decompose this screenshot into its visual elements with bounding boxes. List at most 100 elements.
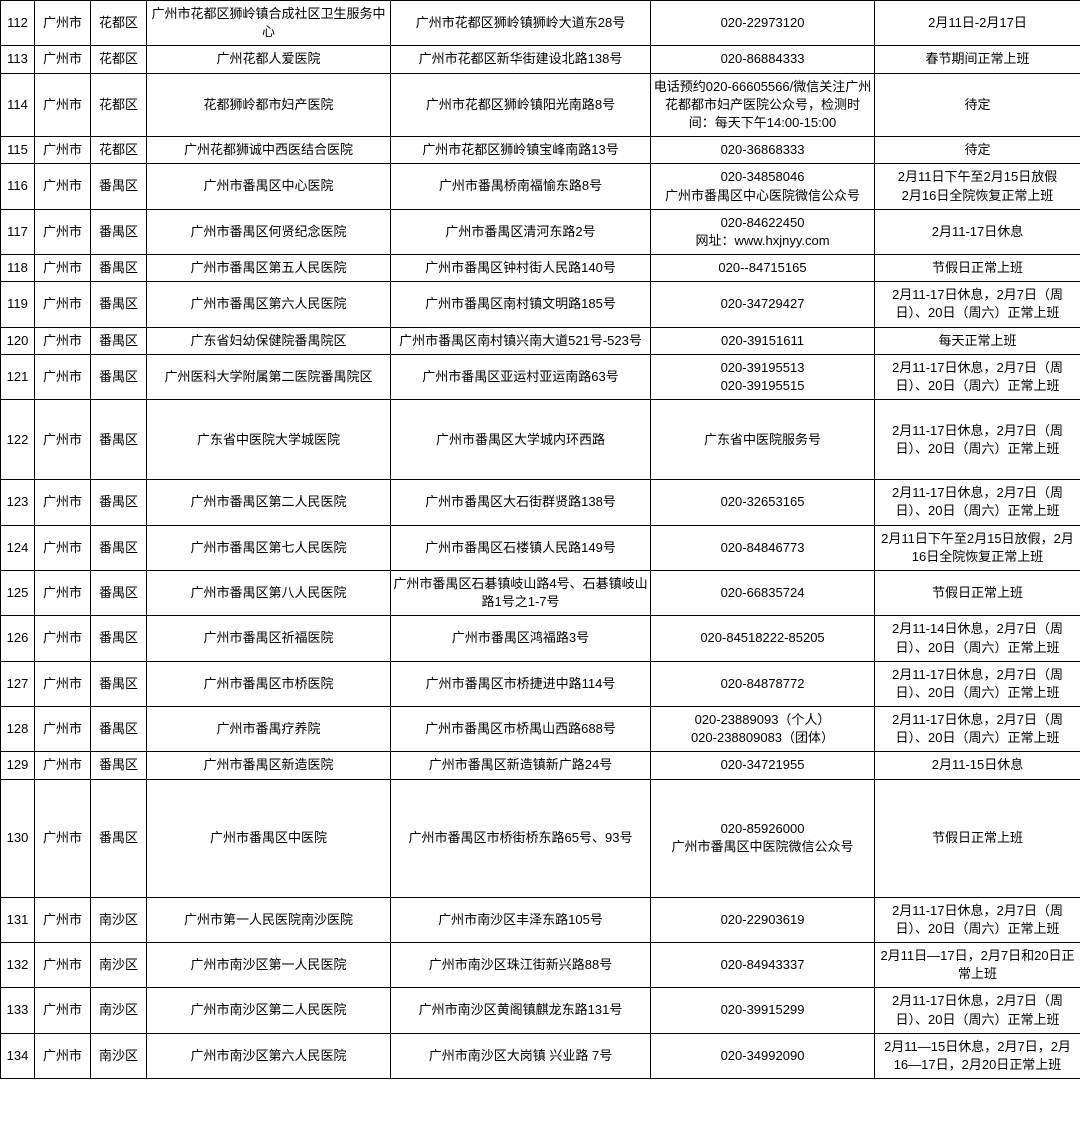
- cell-phone: 020-32653165: [651, 480, 875, 525]
- table-row: 112广州市花都区广州市花都区狮岭镇合成社区卫生服务中心广州市花都区狮岭镇狮岭大…: [1, 1, 1080, 46]
- cell-phone: 020-22973120: [651, 1, 875, 46]
- cell-name: 广州市南沙区第六人民医院: [147, 1033, 391, 1078]
- cell-name: 花都狮岭都市妇产医院: [147, 73, 391, 137]
- cell-name: 广州市番禺区中医院: [147, 779, 391, 897]
- cell-sched: 2月11-17日休息，2月7日（周日）、20日（周六）正常上班: [875, 897, 1080, 942]
- cell-name: 广州花都狮诚中西医结合医院: [147, 137, 391, 164]
- cell-name: 广州市番禺区第二人民医院: [147, 480, 391, 525]
- cell-sched: 2月11-14日休息，2月7日（周日）、20日（周六）正常上班: [875, 616, 1080, 661]
- table-row: 134广州市南沙区广州市南沙区第六人民医院广州市南沙区大岗镇 兴业路 7号020…: [1, 1033, 1080, 1078]
- table-row: 120广州市番禺区广东省妇幼保健院番禺院区广州市番禺区南村镇兴南大道521号-5…: [1, 327, 1080, 354]
- cell-city: 广州市: [35, 137, 91, 164]
- cell-sched: 2月11—15日休息，2月7日，2月16—17日，2月20日正常上班: [875, 1033, 1080, 1078]
- table-row: 124广州市番禺区广州市番禺区第七人民医院广州市番禺区石楼镇人民路149号020…: [1, 525, 1080, 570]
- cell-addr: 广州市番禺区大石街群贤路138号: [391, 480, 651, 525]
- cell-addr: 广州市番禺桥南福愉东路8号: [391, 164, 651, 209]
- cell-idx: 130: [1, 779, 35, 897]
- cell-name: 广州市南沙区第一人民医院: [147, 943, 391, 988]
- cell-phone: 020-66835724: [651, 570, 875, 615]
- cell-phone: 020-34992090: [651, 1033, 875, 1078]
- cell-phone: 020-84878772: [651, 661, 875, 706]
- cell-city: 广州市: [35, 1, 91, 46]
- table-row: 115广州市花都区广州花都狮诚中西医结合医院广州市花都区狮岭镇宝峰南路13号02…: [1, 137, 1080, 164]
- cell-name: 广州市番禺疗养院: [147, 707, 391, 752]
- cell-idx: 129: [1, 752, 35, 779]
- cell-idx: 122: [1, 400, 35, 480]
- cell-phone: 020-39915299: [651, 988, 875, 1033]
- cell-idx: 124: [1, 525, 35, 570]
- cell-addr: 广州市花都区狮岭镇狮岭大道东28号: [391, 1, 651, 46]
- table-row: 130广州市番禺区广州市番禺区中医院广州市番禺区市桥街桥东路65号、93号020…: [1, 779, 1080, 897]
- cell-name: 广东省中医院大学城医院: [147, 400, 391, 480]
- cell-city: 广州市: [35, 616, 91, 661]
- cell-addr: 广州市番禺区新造镇新广路24号: [391, 752, 651, 779]
- table-row: 123广州市番禺区广州市番禺区第二人民医院广州市番禺区大石街群贤路138号020…: [1, 480, 1080, 525]
- hospital-schedule-table: 112广州市花都区广州市花都区狮岭镇合成社区卫生服务中心广州市花都区狮岭镇狮岭大…: [0, 0, 1080, 1079]
- cell-addr: 广州市花都区新华街建设北路138号: [391, 46, 651, 73]
- cell-dist: 番禺区: [91, 400, 147, 480]
- cell-phone: 020-34858046广州市番禺区中心医院微信公众号: [651, 164, 875, 209]
- cell-dist: 番禺区: [91, 327, 147, 354]
- cell-sched: 2月11日下午至2月15日放假2月16日全院恢复正常上班: [875, 164, 1080, 209]
- cell-city: 广州市: [35, 570, 91, 615]
- cell-phone: 020-86884333: [651, 46, 875, 73]
- cell-city: 广州市: [35, 480, 91, 525]
- cell-idx: 132: [1, 943, 35, 988]
- cell-idx: 127: [1, 661, 35, 706]
- cell-dist: 番禺区: [91, 661, 147, 706]
- cell-sched: 2月11-17日休息，2月7日（周日）、20日（周六）正常上班: [875, 707, 1080, 752]
- cell-dist: 花都区: [91, 73, 147, 137]
- cell-city: 广州市: [35, 164, 91, 209]
- cell-sched: 2月11日下午至2月15日放假，2月16日全院恢复正常上班: [875, 525, 1080, 570]
- cell-city: 广州市: [35, 255, 91, 282]
- cell-name: 广州市南沙区第二人民医院: [147, 988, 391, 1033]
- cell-addr: 广州市番禺区石碁镇岐山路4号、石碁镇岐山路1号之1-7号: [391, 570, 651, 615]
- cell-addr: 广州市番禺区市桥街桥东路65号、93号: [391, 779, 651, 897]
- cell-sched: 2月11-17日休息: [875, 209, 1080, 254]
- cell-sched: 2月11-17日休息，2月7日（周日）、20日（周六）正常上班: [875, 480, 1080, 525]
- cell-dist: 番禺区: [91, 164, 147, 209]
- cell-sched: 待定: [875, 137, 1080, 164]
- cell-phone: 020-84622450网址：www.hxjnyy.com: [651, 209, 875, 254]
- cell-phone: 020-39151611: [651, 327, 875, 354]
- cell-city: 广州市: [35, 779, 91, 897]
- cell-city: 广州市: [35, 1033, 91, 1078]
- cell-idx: 117: [1, 209, 35, 254]
- cell-addr: 广州市花都区狮岭镇阳光南路8号: [391, 73, 651, 137]
- cell-dist: 番禺区: [91, 480, 147, 525]
- cell-addr: 广州市番禺区南村镇兴南大道521号-523号: [391, 327, 651, 354]
- table-row: 129广州市番禺区广州市番禺区新造医院广州市番禺区新造镇新广路24号020-34…: [1, 752, 1080, 779]
- cell-idx: 123: [1, 480, 35, 525]
- cell-addr: 广州市番禺区鸿福路3号: [391, 616, 651, 661]
- cell-addr: 广州市番禺区亚运村亚运南路63号: [391, 354, 651, 399]
- cell-phone: 020-34721955: [651, 752, 875, 779]
- table-row: 122广州市番禺区广东省中医院大学城医院广州市番禺区大学城内环西路广东省中医院服…: [1, 400, 1080, 480]
- cell-addr: 广州市番禺区清河东路2号: [391, 209, 651, 254]
- table-row: 121广州市番禺区广州医科大学附属第二医院番禺院区广州市番禺区亚运村亚运南路63…: [1, 354, 1080, 399]
- cell-city: 广州市: [35, 73, 91, 137]
- cell-dist: 番禺区: [91, 354, 147, 399]
- cell-phone: 020-34729427: [651, 282, 875, 327]
- table-row: 126广州市番禺区广州市番禺区祈福医院广州市番禺区鸿福路3号020-845182…: [1, 616, 1080, 661]
- cell-city: 广州市: [35, 752, 91, 779]
- cell-phone: 020-84846773: [651, 525, 875, 570]
- table-row: 117广州市番禺区广州市番禺区何贤纪念医院广州市番禺区清河东路2号020-846…: [1, 209, 1080, 254]
- cell-city: 广州市: [35, 46, 91, 73]
- cell-dist: 番禺区: [91, 282, 147, 327]
- cell-addr: 广州市南沙区大岗镇 兴业路 7号: [391, 1033, 651, 1078]
- cell-idx: 115: [1, 137, 35, 164]
- cell-phone: 020-84518222-85205: [651, 616, 875, 661]
- cell-idx: 118: [1, 255, 35, 282]
- table-row: 118广州市番禺区广州市番禺区第五人民医院广州市番禺区钟村街人民路140号020…: [1, 255, 1080, 282]
- cell-addr: 广州市番禺区南村镇文明路185号: [391, 282, 651, 327]
- cell-dist: 番禺区: [91, 209, 147, 254]
- cell-phone: 020-36868333: [651, 137, 875, 164]
- cell-idx: 126: [1, 616, 35, 661]
- cell-idx: 134: [1, 1033, 35, 1078]
- cell-phone: 020-85926000广州市番禺区中医院微信公众号: [651, 779, 875, 897]
- table-row: 133广州市南沙区广州市南沙区第二人民医院广州市南沙区黄阁镇麒龙东路131号02…: [1, 988, 1080, 1033]
- cell-city: 广州市: [35, 988, 91, 1033]
- cell-sched: 每天正常上班: [875, 327, 1080, 354]
- cell-addr: 广州市番禺区市桥捷进中路114号: [391, 661, 651, 706]
- cell-city: 广州市: [35, 897, 91, 942]
